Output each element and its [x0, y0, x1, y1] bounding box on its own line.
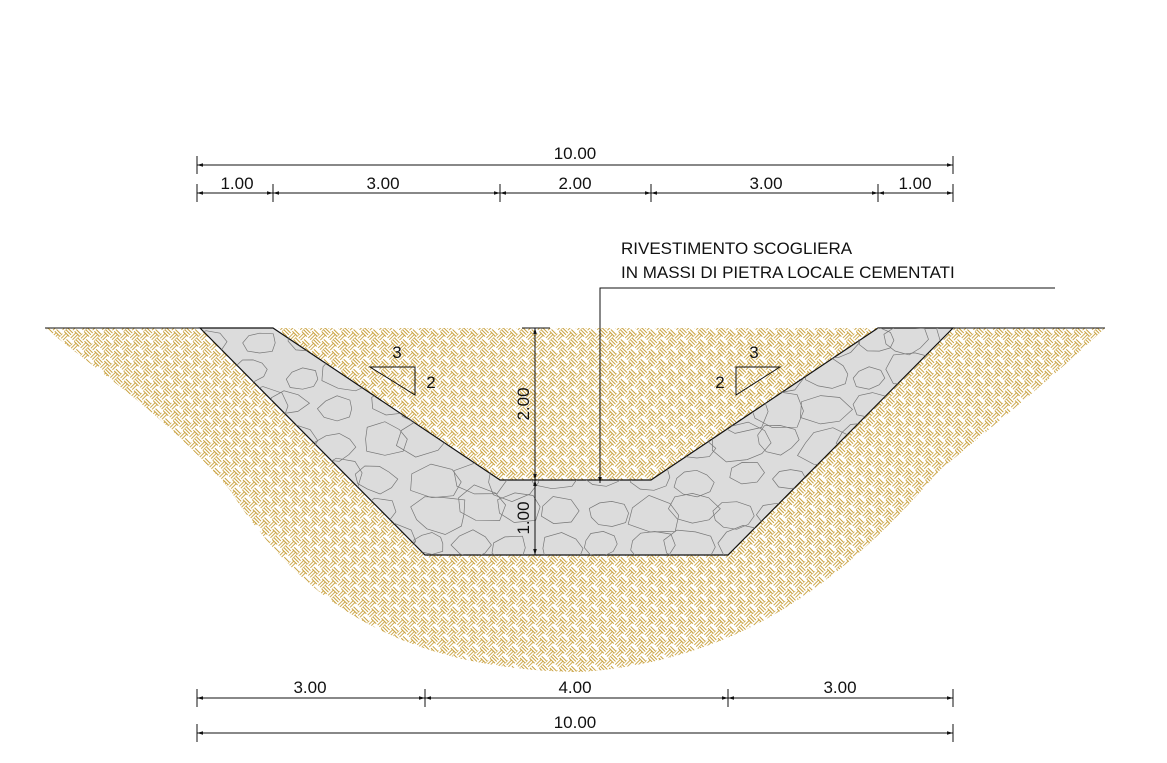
annotation-line: RIVESTIMENTO SCOGLIERA: [621, 239, 853, 258]
leader-line: [598, 287, 1055, 483]
stone: [663, 529, 716, 555]
annotation-line: IN MASSI DI PIETRA LOCALE CEMENTATI: [621, 263, 955, 282]
stone: [588, 501, 629, 527]
stone: [757, 425, 800, 456]
stone: [285, 367, 319, 390]
stone: [667, 493, 721, 524]
dim-label: 1.00: [514, 501, 533, 534]
slope-rise: 2: [426, 373, 435, 392]
stone: [200, 467, 218, 495]
stone: [673, 469, 715, 498]
stone: [542, 532, 584, 555]
stone: [877, 521, 933, 555]
dim-label: 2.00: [558, 174, 591, 193]
stone: [712, 501, 755, 530]
stone: [365, 421, 408, 456]
dim-label: 10.00: [554, 713, 597, 732]
stone: [354, 465, 399, 495]
stone: [936, 328, 953, 351]
stone: [935, 499, 953, 527]
stone: [410, 496, 466, 535]
slope-symbol: [735, 366, 782, 396]
stone: [541, 496, 580, 524]
stone: [800, 395, 854, 425]
stone: [200, 527, 234, 555]
dim-label: 1.00: [898, 174, 931, 193]
stone: [413, 532, 444, 555]
dim-label: 3.00: [823, 678, 856, 697]
slope-symbol: [368, 366, 416, 396]
stone: [450, 529, 492, 555]
stone: [630, 531, 676, 555]
stone: [235, 538, 274, 555]
stone: [584, 531, 618, 555]
stone: [458, 484, 507, 521]
dim-label: 10.00: [554, 144, 597, 163]
slope-run: 3: [392, 343, 401, 362]
stone: [497, 492, 541, 523]
slope-rise: 2: [715, 373, 724, 392]
slope-run: 3: [749, 343, 758, 362]
stone: [316, 395, 353, 422]
dim-label: 1.00: [220, 174, 253, 193]
stone: [729, 462, 765, 485]
stone: [711, 421, 772, 463]
dim-label: 3.00: [293, 678, 326, 697]
stone: [883, 328, 929, 356]
stone: [242, 332, 276, 354]
dim-label: 4.00: [558, 678, 591, 697]
stone: [936, 536, 953, 555]
stone: [200, 501, 230, 528]
stone: [852, 366, 886, 390]
dim-label: 3.00: [366, 174, 399, 193]
dim-label: 2.00: [514, 387, 533, 420]
stone: [858, 328, 895, 352]
dimension-lines: [196, 156, 954, 742]
dim-label: 3.00: [749, 174, 782, 193]
stone: [491, 535, 526, 555]
stone: [410, 463, 462, 499]
stone: [627, 495, 680, 533]
